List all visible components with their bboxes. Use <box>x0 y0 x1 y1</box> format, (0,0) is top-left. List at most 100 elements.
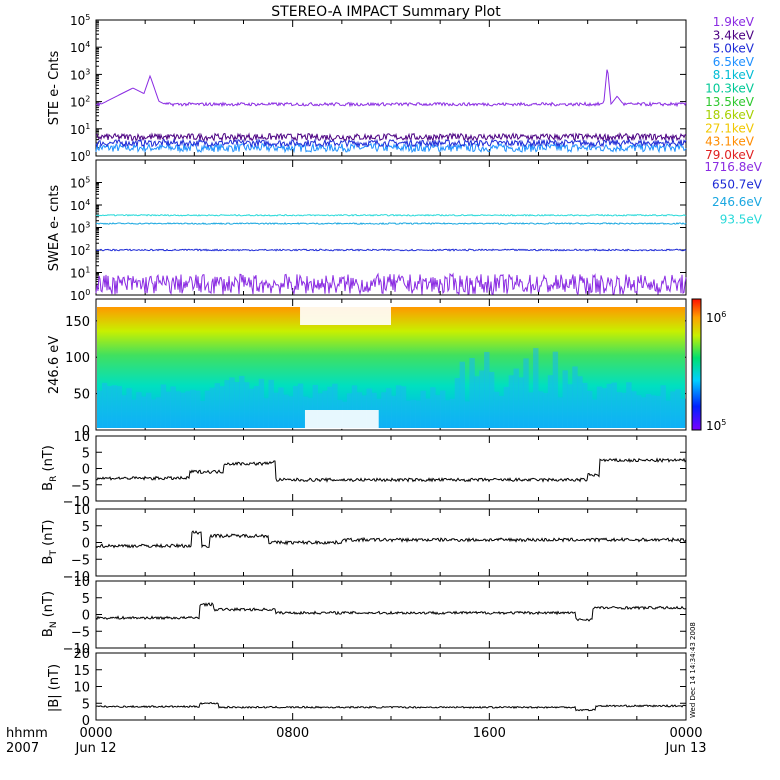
pad-low-flux-column <box>660 385 666 428</box>
swea-line-650.7eV <box>95 248 687 252</box>
pad-low-flux-column <box>479 370 485 428</box>
pad-low-flux-column <box>572 366 578 428</box>
pad-low-flux-column <box>518 377 524 428</box>
colorbar-bottom-label: 105 <box>706 418 726 433</box>
pad-low-flux-column <box>552 351 559 428</box>
pad-low-flux-column <box>234 382 240 428</box>
bmag-ylabel: |B| (nT) <box>47 664 62 712</box>
swea-ytick-label: 102 <box>70 243 90 258</box>
pad-low-flux-column <box>400 386 407 428</box>
pad-low-flux-column <box>258 378 265 428</box>
pad-low-flux-column <box>650 395 657 428</box>
bn-panel-frame <box>95 580 687 649</box>
pad-low-flux-column <box>263 398 269 428</box>
pad-low-flux-column <box>253 386 260 428</box>
ste-ytick-exp: 3 <box>85 67 90 76</box>
pad-low-flux-column <box>449 398 456 428</box>
bt-trace <box>95 530 687 549</box>
bmag-ytick-label: 10 <box>73 681 90 696</box>
ste-ytick-label: 105 <box>70 13 90 28</box>
bt-ytick-label: −5 <box>71 553 90 568</box>
pad-ylabel: 246.6 eV <box>47 336 62 394</box>
colorbar-top-label: 106 <box>706 310 726 325</box>
pad-low-flux-column <box>430 387 436 428</box>
pad-low-flux-column <box>636 395 642 428</box>
dynamic-layer: 1001011021031041051001011021031041050501… <box>63 13 763 756</box>
pad-low-flux-column <box>498 396 505 428</box>
pad-low-flux-column <box>601 388 608 428</box>
ste-legend-entry: 8.1keV <box>713 68 755 82</box>
pad-low-flux-column <box>444 400 451 428</box>
pad-low-flux-column <box>459 361 465 428</box>
ste-ytick-exp: 5 <box>85 13 90 22</box>
bn-trace <box>95 602 687 622</box>
ste-legend-entry: 3.4keV <box>713 28 755 42</box>
swea-ytick-label: 105 <box>70 176 90 191</box>
pad-low-flux-column <box>547 375 554 428</box>
x-tick-label: 0800 <box>276 726 309 741</box>
swea-legend-entry: 650.7eV <box>712 178 763 192</box>
swea-legend-entry: 93.5eV <box>720 213 763 227</box>
pad-low-flux-column <box>155 397 162 428</box>
x-corner-hhmm: hhmm <box>6 726 48 741</box>
x-date-label: Jun 13 <box>665 741 707 756</box>
bn-ytick-label: −5 <box>71 625 90 640</box>
bt-ytick-label: 5 <box>82 520 90 535</box>
swea-ytick-exp: 1 <box>85 266 90 275</box>
pad-low-flux-column <box>596 386 603 428</box>
pad-low-flux-column <box>126 388 132 428</box>
ste-line-5.0keV <box>95 137 687 149</box>
br-ytick-label: −10 <box>63 495 90 510</box>
pad-low-flux-column <box>199 401 206 428</box>
pad-low-flux-column <box>557 397 563 428</box>
ste-ytick-exp: 1 <box>85 122 90 131</box>
pad-low-flux-column <box>116 386 122 428</box>
swea-ytick-exp: 4 <box>85 198 90 207</box>
pad-low-flux-column <box>645 394 652 428</box>
swea-ytick-label: 100 <box>70 288 90 303</box>
pad-ytick-label: 150 <box>65 315 90 330</box>
pad-low-flux-column <box>288 396 294 428</box>
bt-ytick-label: −10 <box>63 570 90 585</box>
ste-ytick-label: 104 <box>70 40 90 55</box>
pad-low-flux-column <box>351 385 358 428</box>
swea-line-1716.8eV <box>95 272 687 296</box>
pad-low-flux-column <box>214 383 220 428</box>
pad-low-flux-column <box>121 395 127 428</box>
pad-low-flux-column <box>381 392 387 428</box>
bn-ytick-label: 10 <box>73 575 90 590</box>
pad-low-flux-column <box>332 383 338 428</box>
x-tick-label: 0000 <box>669 726 702 741</box>
pad-low-flux-column <box>680 398 686 428</box>
pad-low-flux-column <box>106 386 113 428</box>
pad-low-flux-column <box>425 398 431 428</box>
side-timestamp: Wed Dec 14 14:34:43 2008 <box>689 622 697 718</box>
swea-ytick-exp: 3 <box>85 221 90 230</box>
pad-low-flux-column <box>508 375 514 428</box>
ste-ytick-label: 101 <box>70 122 90 137</box>
ste-legend-entry: 1.9keV <box>713 15 755 29</box>
colorbar-top-exp: 6 <box>721 310 726 319</box>
swea-ytick-exp: 0 <box>85 288 90 297</box>
bmag-trace <box>95 702 686 712</box>
ste-legend-entry: 18.6keV <box>705 108 755 122</box>
pad-low-flux-column <box>190 389 196 428</box>
pad-low-flux-column <box>273 392 279 428</box>
pad-low-flux-column <box>209 387 216 428</box>
br-panel-frame <box>95 435 687 502</box>
ste-legend-entry: 5.0keV <box>713 42 755 56</box>
ste-ylabel: STE e- Cnts <box>47 50 62 125</box>
pad-low-flux-column <box>322 390 328 428</box>
pad-low-flux-column <box>278 387 284 428</box>
pad-low-flux-column <box>410 399 416 428</box>
pad-low-flux-column <box>312 384 318 428</box>
bt-ylabel-unit: (nT) <box>41 520 56 550</box>
br-trace <box>96 457 687 483</box>
pad-low-flux-column <box>239 375 245 428</box>
ste-ytick-label: 102 <box>70 95 90 110</box>
pad-low-flux-column <box>582 382 588 428</box>
pad-low-flux-column <box>577 376 583 428</box>
ste-ytick-exp: 2 <box>85 95 90 104</box>
pad-low-flux-column <box>665 400 671 428</box>
br-ytick-label: −5 <box>71 479 90 494</box>
